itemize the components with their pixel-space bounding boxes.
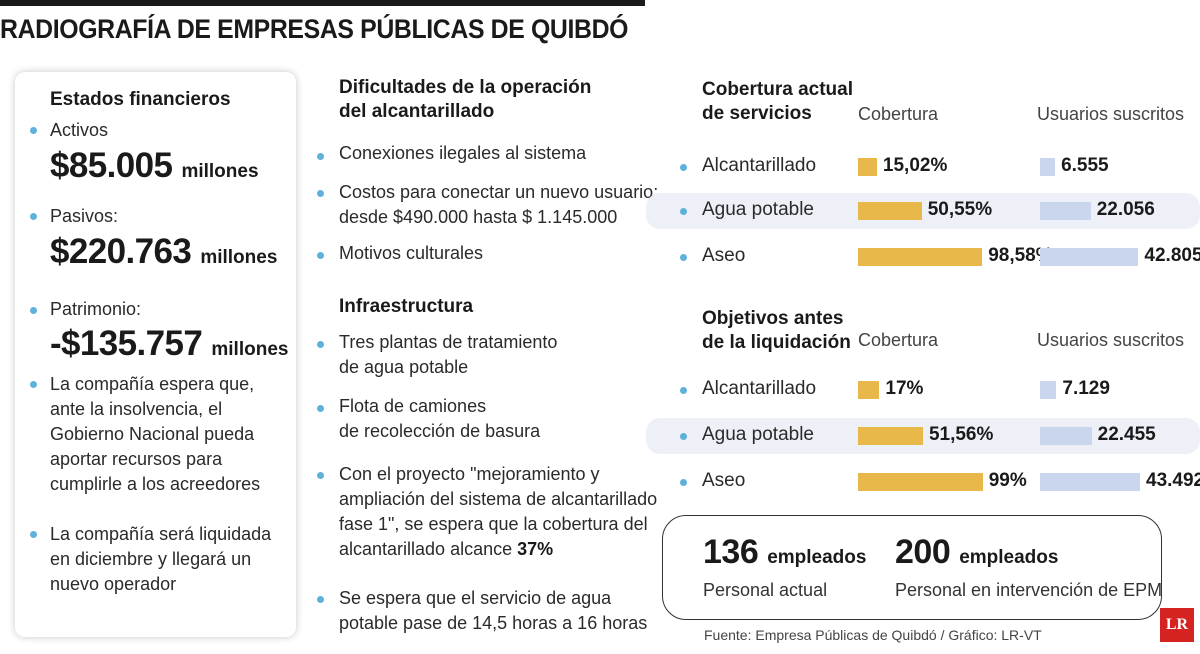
coverage-bar <box>858 381 880 399</box>
users-value: 22.455 <box>1097 424 1156 445</box>
users-value: 43.492 <box>1146 470 1200 491</box>
chart-title-objectives: Objetivos antes de la liquidación <box>702 308 851 353</box>
users-bar <box>1040 158 1056 176</box>
assets-label: Activos <box>50 120 109 140</box>
bullet-icon <box>317 472 324 479</box>
coverage-value: 15,02% <box>882 155 948 176</box>
category-label: Aseo <box>702 245 746 266</box>
bullet-icon <box>317 190 324 197</box>
users-value: 42.805 <box>1144 245 1200 266</box>
epm-employees-label: Personal en intervención de EPM <box>895 580 1163 600</box>
users-bar <box>1040 202 1091 220</box>
col-header-coverage: Cobertura <box>858 104 939 124</box>
row-highlight <box>646 193 1200 229</box>
category-label: Agua potable <box>702 199 814 220</box>
users-bar <box>1040 248 1139 266</box>
infrastructure-item: Flota de camiones de recolección de basur… <box>339 396 541 441</box>
bullet-icon <box>317 341 324 348</box>
project-note: Con el proyecto "mejoramiento y ampliació… <box>339 464 658 559</box>
employees-box <box>662 515 1162 620</box>
users-bar <box>1040 473 1140 491</box>
coverage-bar <box>858 473 983 491</box>
bullet-icon <box>680 433 687 440</box>
bullet-icon <box>680 208 687 215</box>
water-note: Se espera que el servicio de agua potable… <box>339 588 648 633</box>
difficulties-heading: Dificultades de la operación del alcantar… <box>339 77 592 122</box>
bullet-icon <box>30 213 37 220</box>
bullet-icon <box>680 479 687 486</box>
financial-heading: Estados financieros <box>50 89 231 110</box>
coverage-bar <box>858 158 877 176</box>
category-label: Aseo <box>702 470 746 491</box>
coverage-value: 51,56% <box>928 424 994 445</box>
bullet-icon <box>317 252 324 259</box>
page-title: RADIOGRAFÍA DE EMPRESAS PÚBLICAS DE QUIB… <box>0 14 629 44</box>
top-rule <box>0 0 645 6</box>
col-header-users: Usuarios suscritos <box>1037 104 1185 124</box>
bullet-icon <box>30 307 37 314</box>
users-bar <box>1040 427 1092 445</box>
col-header-users: Usuarios suscritos <box>1037 330 1185 350</box>
current-employees-label: Personal actual <box>703 580 828 600</box>
lr-logo: LR <box>1160 608 1194 642</box>
bullet-icon <box>30 531 37 538</box>
chart-title-current: Cobertura actual de servicios <box>702 79 853 124</box>
source-note: Fuente: Empresa Públicas de Quibdó / Grá… <box>704 627 1042 643</box>
bullet-icon <box>30 381 37 388</box>
insolvency-note: La compañía espera que, ante la insolvenc… <box>50 374 261 494</box>
difficulty-item: Costos para conectar un nuevo usuario: de… <box>339 182 659 227</box>
bullet-icon <box>680 254 687 261</box>
category-label: Agua potable <box>702 424 814 445</box>
financial-card <box>15 72 296 637</box>
epm-employees-count: 200 empleados <box>895 533 1059 571</box>
equity-value: -$135.757 millones <box>50 324 289 363</box>
category-label: Alcantarillado <box>702 378 817 399</box>
users-value: 7.129 <box>1062 378 1110 399</box>
equity-label: Patrimonio: <box>50 299 142 319</box>
difficulty-item: Conexiones ilegales al sistema <box>339 143 587 163</box>
bullet-icon <box>317 153 324 160</box>
liquidation-note: La compañía será liquidada en diciembre y… <box>50 524 272 594</box>
bullet-icon <box>30 127 37 134</box>
bullet-icon <box>317 405 324 412</box>
coverage-bar <box>858 248 983 266</box>
coverage-bar <box>858 202 922 220</box>
coverage-bar <box>858 427 923 445</box>
assets-value: $85.005 millones <box>50 146 259 185</box>
coverage-value: 98,58% <box>988 245 1053 266</box>
liabilities-label: Pasivos: <box>50 206 119 226</box>
bullet-icon <box>680 164 687 171</box>
coverage-value: 99% <box>988 470 1027 491</box>
users-value: 6.555 <box>1061 155 1109 176</box>
col-header-coverage: Cobertura <box>858 330 939 350</box>
users-value: 22.056 <box>1096 199 1155 220</box>
bullet-icon <box>317 596 324 603</box>
infrastructure-heading: Infraestructura <box>339 296 474 317</box>
current-employees-count: 136 empleados <box>703 533 867 571</box>
category-label: Alcantarillado <box>702 155 817 176</box>
difficulty-item: Motivos culturales <box>339 243 484 263</box>
coverage-value: 50,55% <box>927 199 993 220</box>
liabilities-value: $220.763 millones <box>50 232 278 271</box>
coverage-value: 17% <box>885 378 924 399</box>
users-bar <box>1040 381 1057 399</box>
row-highlight <box>646 418 1200 454</box>
infrastructure-item: Tres plantas de tratamiento de agua potab… <box>339 332 558 377</box>
bullet-icon <box>680 387 687 394</box>
